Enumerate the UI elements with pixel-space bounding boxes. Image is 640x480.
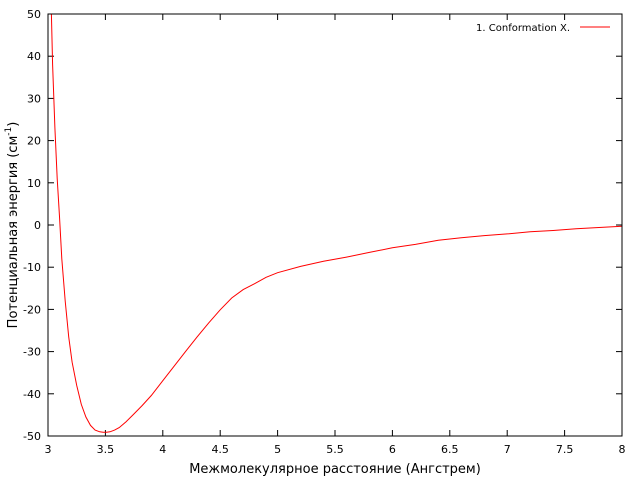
- y-axis-title-end: ): [6, 122, 21, 127]
- y-tick-label: -40: [23, 388, 41, 401]
- y-axis-title-main: Потенциальная энергия (см: [6, 136, 21, 329]
- x-tick-label: 8: [619, 443, 626, 456]
- y-tick-label: 20: [27, 135, 41, 148]
- x-tick-label: 4.5: [211, 443, 229, 456]
- x-tick-label: 6.5: [441, 443, 459, 456]
- y-axis-ticks: -50 -40 -30 -20 -10 0 10 20 30 40 50: [23, 8, 622, 443]
- y-tick-label: -50: [23, 430, 41, 443]
- x-tick-label: 5: [274, 443, 281, 456]
- x-tick-label: 7.5: [556, 443, 574, 456]
- y-tick-label: 50: [27, 8, 41, 21]
- x-tick-label: 7: [504, 443, 511, 456]
- y-tick-label: 0: [34, 219, 41, 232]
- x-axis-ticks: 3 3.5 4 4.5 5 5.5 6 6.5 7 7.5 8: [45, 14, 626, 456]
- y-axis-title: Потенциальная энергия (см-1): [4, 122, 21, 329]
- y-tick-label: 40: [27, 50, 41, 63]
- x-tick-label: 3: [45, 443, 52, 456]
- legend-entry-conformation-x: 1. Conformation X.: [476, 23, 570, 34]
- y-tick-label: -30: [23, 346, 41, 359]
- y-tick-label: -10: [23, 261, 41, 274]
- x-tick-label: 5.5: [326, 443, 344, 456]
- x-tick-label: 3.5: [97, 443, 115, 456]
- x-axis-title: Межмолекулярное расстояние (Ангстрем): [189, 462, 481, 477]
- y-tick-label: 30: [27, 92, 41, 105]
- plot-frame: [47, 13, 623, 437]
- y-tick-label: -20: [23, 303, 41, 316]
- series-line-conformation-x: [50, 13, 623, 433]
- y-tick-label: 10: [27, 177, 41, 190]
- x-tick-label: 6: [389, 443, 396, 456]
- y-axis-title-superscript: -1: [4, 127, 14, 136]
- x-tick-label: 4: [159, 443, 166, 456]
- legend: 1. Conformation X.: [476, 23, 610, 34]
